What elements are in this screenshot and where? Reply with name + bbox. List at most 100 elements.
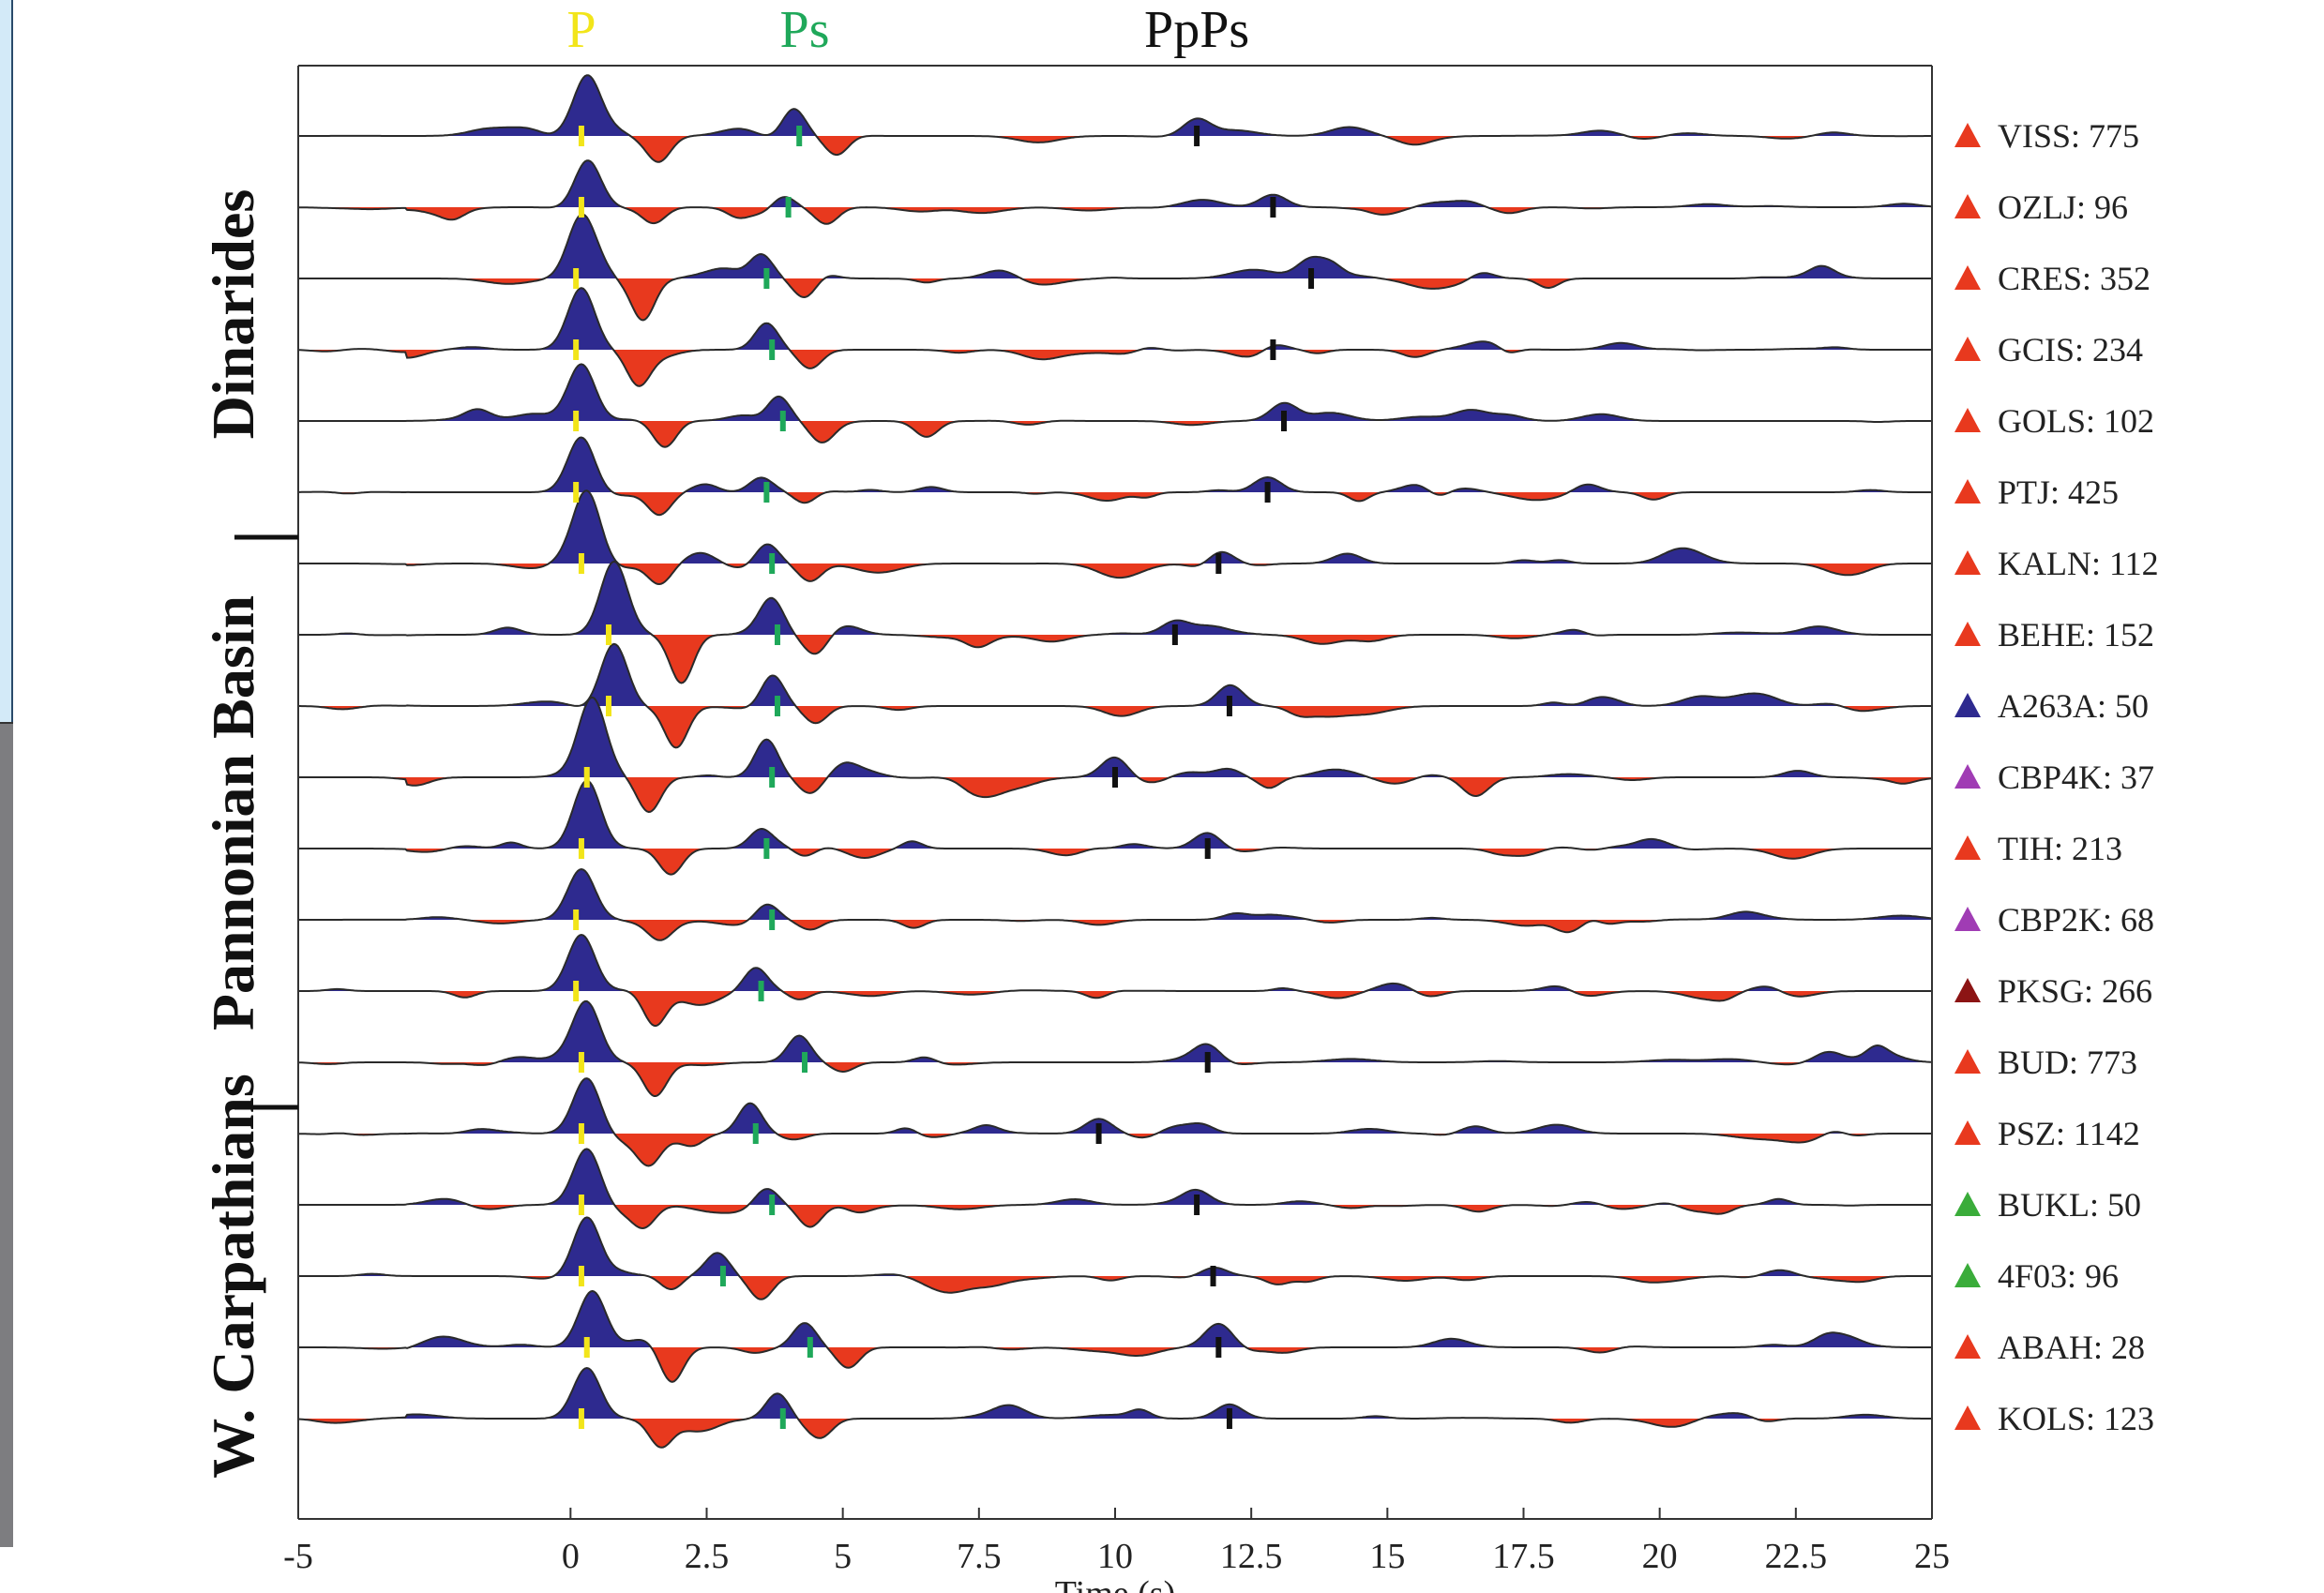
trace-positive-fill (298, 1368, 1932, 1419)
ps-marker (802, 1052, 808, 1073)
station-triangle-icon (1954, 337, 1981, 361)
trace-positive-fill (298, 1078, 1932, 1134)
x-tick-label: 17.5 (1492, 1537, 1555, 1576)
p-marker (605, 696, 611, 716)
trace-positive-fill (298, 869, 1932, 920)
x-tick-label: -5 (283, 1537, 313, 1576)
trace-line (298, 999, 1933, 1097)
station-triangle-icon (1954, 764, 1981, 789)
ppps-marker (1308, 268, 1315, 289)
trace-negative-fill (298, 991, 1932, 1027)
ppps-marker (1204, 838, 1211, 859)
trace-line (298, 213, 1932, 322)
ppps-marker (1264, 482, 1271, 503)
p-marker (573, 981, 580, 1001)
trace-positive-fill (298, 1000, 1932, 1062)
trace-positive-fill (298, 214, 1932, 278)
p-marker (578, 1408, 584, 1429)
ppps-marker (1194, 1195, 1200, 1215)
left-edge-panel (0, 0, 13, 1593)
station-label: A263A: 50 (1998, 687, 2149, 725)
ps-marker (719, 1266, 726, 1286)
station-triangle-icon (1954, 1263, 1981, 1287)
ps-marker (752, 1123, 759, 1144)
station-label: CBP2K: 68 (1998, 901, 2154, 939)
p-marker (573, 909, 580, 930)
ps-marker (779, 411, 786, 431)
trace-positive-fill (298, 75, 1932, 136)
traces-layer (297, 74, 1933, 1449)
station-label: OZLJ: 96 (1998, 188, 2128, 226)
station-triangle-icon (1954, 1334, 1981, 1359)
station-triangle-icon (1954, 907, 1981, 931)
trace-negative-fill (298, 278, 1932, 321)
x-tick-label: 15 (1369, 1537, 1405, 1576)
trace-positive-fill (298, 1290, 1932, 1347)
x-tick-label: 10 (1097, 1537, 1133, 1576)
station-label: CRES: 352 (1998, 260, 2150, 297)
trace-negative-fill (298, 492, 1932, 516)
station-triangle-icon (1954, 1049, 1981, 1074)
x-tick-label: 22.5 (1765, 1537, 1828, 1576)
trace-positive-fill (298, 935, 1932, 991)
ppps-marker (1215, 553, 1222, 574)
x-tick-label: 5 (834, 1537, 852, 1576)
station-label: ABAH: 28 (1998, 1329, 2145, 1366)
region-label: Dinarides (200, 189, 266, 440)
ps-marker (774, 696, 780, 716)
station-label: KOLS: 123 (1998, 1400, 2154, 1437)
x-tick-label: 0 (562, 1537, 580, 1576)
ps-marker (774, 624, 780, 645)
trace-positive-fill (298, 643, 1932, 706)
station-triangle-icon (1954, 479, 1981, 503)
phase-label: Ps (780, 1, 830, 59)
ps-marker (807, 1337, 813, 1358)
ps-marker (796, 126, 803, 146)
trace-positive-fill (298, 437, 1932, 492)
p-marker (578, 553, 584, 574)
trace-line (298, 159, 1933, 225)
p-marker (578, 1266, 584, 1286)
trace-positive-fill (298, 697, 1932, 777)
trace-negative-fill (298, 635, 1932, 684)
trace-positive-fill (298, 364, 1932, 421)
ps-marker (785, 197, 792, 218)
trace-negative-fill (298, 849, 1932, 875)
p-marker (578, 1123, 584, 1144)
station-triangle-icon (1954, 194, 1981, 218)
ppps-marker (1194, 126, 1200, 146)
p-marker (605, 624, 611, 645)
station-triangle-icon (1954, 622, 1981, 646)
trace-line (298, 1077, 1932, 1167)
ppps-marker (1270, 339, 1276, 360)
ps-marker (769, 553, 776, 574)
trace-line (298, 363, 1932, 448)
trace-positive-fill (298, 288, 1932, 350)
ppps-marker (1171, 624, 1178, 645)
trace-line (298, 642, 1932, 749)
x-axis: -5 0 2.5 5 7.5 10 12.5 15 17.5 20 22.5 25 Time (s) (283, 1508, 1950, 1593)
trace-negative-fill (298, 350, 1932, 386)
trace-positive-fill (298, 780, 1932, 849)
trace-negative-fill (298, 1134, 1932, 1166)
ppps-marker (1204, 1052, 1211, 1073)
x-tick-label: 25 (1914, 1537, 1950, 1576)
station-labels: VISS: 775 OZLJ: 96 CRES: 352 GCIS: 234 GOLS:… (1954, 117, 2159, 1437)
trace-line (298, 933, 1932, 1028)
ps-marker (769, 767, 776, 788)
p-marker (573, 268, 580, 289)
trace-negative-fill (298, 136, 1932, 162)
trace-line (298, 489, 1932, 586)
station-triangle-icon (1954, 978, 1981, 1002)
station-label: GCIS: 234 (1998, 331, 2143, 368)
station-label: BUKL: 50 (1998, 1186, 2141, 1224)
trace-positive-fill (298, 1149, 1932, 1205)
p-marker (578, 838, 584, 859)
station-label: PKSG: 266 (1998, 972, 2152, 1010)
left-edge-panel-lower (0, 722, 13, 1547)
p-marker (573, 339, 580, 360)
ps-marker (769, 339, 776, 360)
x-tick-label: 2.5 (685, 1537, 730, 1576)
region-label: Pannonian Basin (200, 595, 266, 1030)
